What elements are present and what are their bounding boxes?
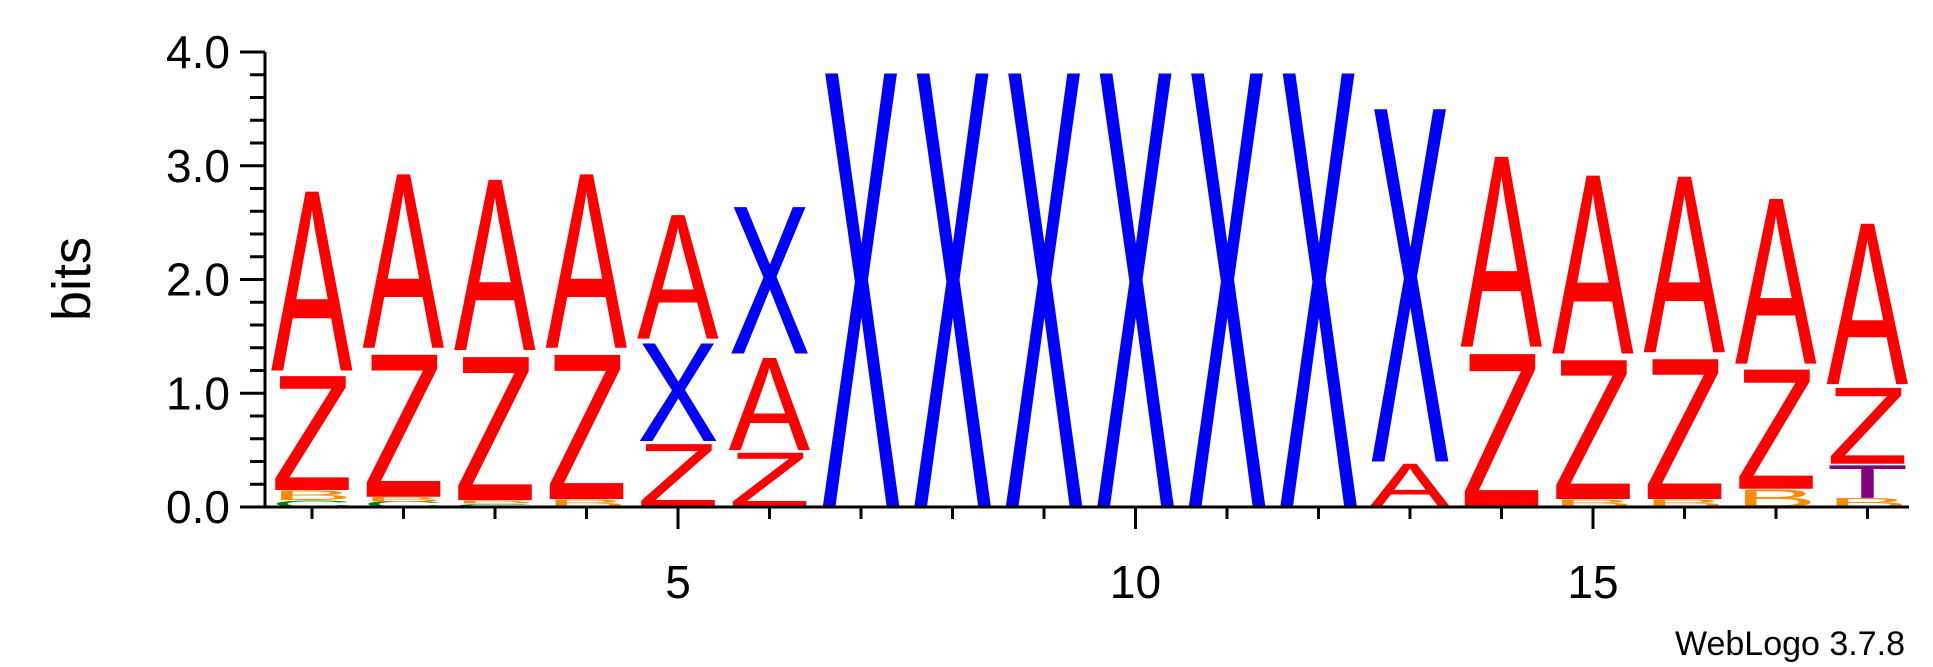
logo-letter-a-pos-4: A [546, 120, 628, 401]
y-tick-label: 1.0 [166, 367, 230, 419]
logo-letter-b-pos-1: B [271, 487, 353, 503]
y-tick-label: 2.0 [166, 254, 230, 306]
x-tick-label: 5 [665, 556, 691, 608]
logo-letter-x-pos-11: X [1186, 0, 1268, 642]
logo-letter-x-pos-12: X [1278, 0, 1360, 642]
logo-letter-a-pos-3: A [454, 127, 536, 403]
logo-letter-z-pos-16: Z [1644, 316, 1726, 543]
logo-letter-a-pos-15: A [1552, 120, 1634, 409]
y-tick-label: 3.0 [166, 140, 230, 192]
logo-letter-x-pos-5: X [637, 314, 719, 472]
logo-letter-a-pos-17: A [1735, 148, 1817, 415]
logo-letter-x-pos-7: X [820, 0, 902, 642]
y-tick-label: 4.0 [166, 26, 230, 78]
logo-letter-z-pos-15: Z [1552, 318, 1634, 543]
x-tick-label: 10 [1110, 556, 1161, 608]
logo-letter-a-pos-6: A [729, 330, 811, 479]
logo-letter-b-pos-2: B [363, 496, 445, 503]
logo-letter-z-pos-2: Z [363, 309, 445, 540]
logo-letter-z-pos-4: Z [546, 311, 628, 544]
weblogo-credit: WebLogo 3.7.8 [1675, 625, 1905, 663]
y-axis-label: bits [42, 237, 102, 321]
logo-letter-b-pos-3: B [454, 499, 536, 504]
logo-letter-c-pos-1: C [271, 499, 353, 510]
logo-letter-x-pos-10: X [1095, 0, 1177, 642]
logo-letter-x-pos-13: X [1369, 0, 1451, 570]
logo-letter-x-pos-9: X [1003, 0, 1085, 642]
logo-letter-a-pos-5: A [637, 176, 719, 377]
logo-letter-x-pos-8: X [912, 0, 994, 642]
logo-letter-z-pos-17: Z [1735, 332, 1817, 525]
logo-letter-a-pos-1: A [271, 136, 353, 426]
axes: 0.0 1.0 2.0 3.0 4.0 5 10 15 [166, 26, 1909, 608]
logo-letter-t-pos-18: T [1827, 456, 1909, 509]
logo-letter-c-pos-2: C [363, 500, 445, 509]
y-tick-label: 0.0 [166, 481, 230, 533]
logo-letter-c-pos-3: C [454, 503, 536, 508]
logo-letter-a-pos-18: A [1827, 174, 1909, 434]
logo-letter-z-pos-18: Z [1827, 365, 1909, 488]
x-tick-label: 15 [1567, 556, 1618, 608]
logo-letter-a-pos-2: A [363, 120, 445, 401]
logo-letter-z-pos-1: Z [271, 341, 353, 525]
logo-letter-a-pos-16: A [1644, 123, 1726, 407]
logo-letter-x-pos-6: X [729, 161, 811, 399]
logo-letter-a-pos-14: A [1461, 98, 1543, 406]
